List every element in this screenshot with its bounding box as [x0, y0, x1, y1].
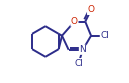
Text: Cl: Cl: [74, 59, 83, 68]
Text: Cl: Cl: [100, 31, 109, 40]
Text: O: O: [88, 5, 95, 14]
Text: O: O: [71, 17, 78, 26]
Text: N: N: [79, 45, 86, 54]
